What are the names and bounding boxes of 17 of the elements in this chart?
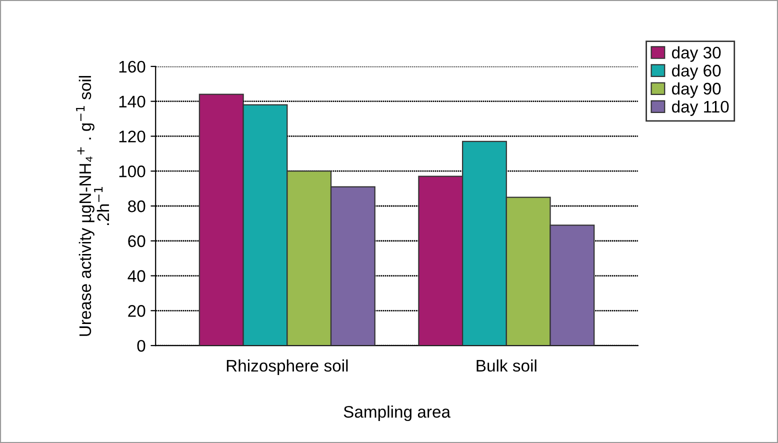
legend-label: day 30 (672, 46, 721, 62)
legend-label: day 90 (672, 82, 721, 98)
y-tick-label: 60 (128, 235, 146, 248)
y-tick-label: 120 (119, 130, 146, 142)
y-tick-label: 140 (119, 96, 146, 108)
text: Urease activity µgN-NH₄$^{+}$ . g$^{−1}$ soil .2h$^{−1}$ (76, 76, 109, 336)
y-tick-label: 0 (137, 340, 146, 352)
x-axis-title: Sampling area (344, 406, 451, 422)
y-tick-label: 20 (128, 305, 146, 317)
y-tick-label: 100 (119, 166, 146, 178)
y-tick-label: 40 (128, 270, 146, 282)
y-tick-label: 160 (119, 60, 146, 73)
x-tick-label: Bulk soil (476, 359, 536, 372)
legend-label: day 60 (672, 64, 721, 80)
legend-label: day 110 (672, 100, 729, 116)
y-tick-label: 80 (128, 200, 146, 212)
x-tick-label: Rhizosphere soil (226, 359, 348, 375)
